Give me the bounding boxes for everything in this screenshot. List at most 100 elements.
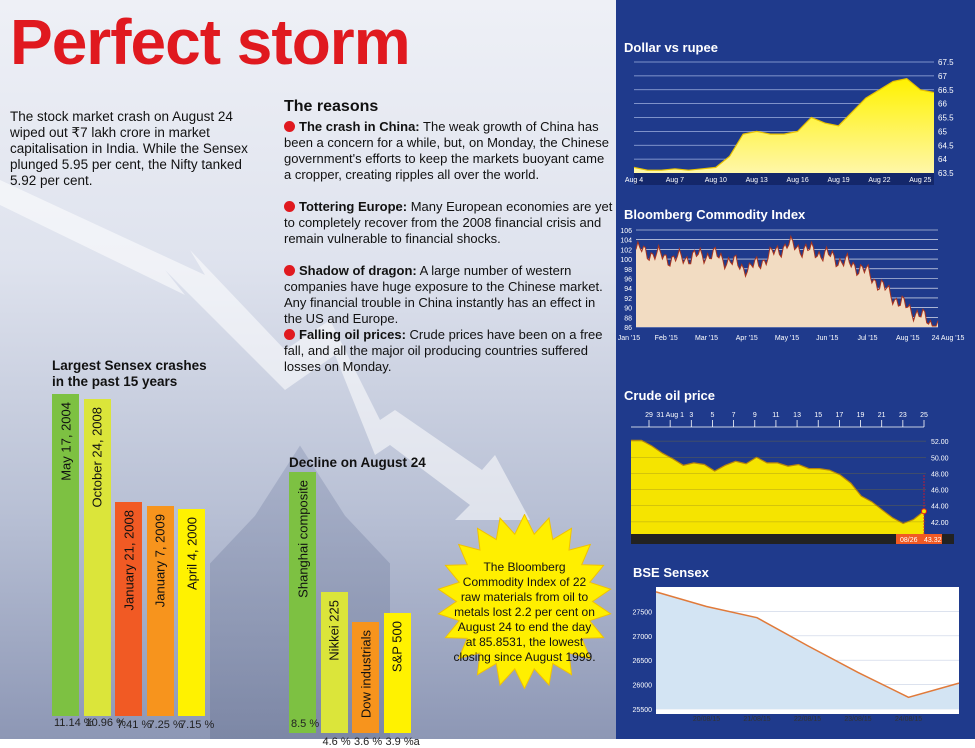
- area-fill: [631, 440, 924, 534]
- annotation-value: 43.32: [924, 537, 942, 544]
- dollar-rupee-title: Dollar vs rupee: [624, 40, 718, 55]
- bar-category-label: October 24, 2008: [89, 407, 105, 508]
- y-tick-label: 26500: [633, 658, 653, 665]
- falling-arrow-icon: [0, 0, 616, 739]
- decline-heading: Decline on August 24: [289, 455, 426, 470]
- reason-oil: Falling oil prices: Crude prices have be…: [284, 327, 614, 375]
- y-tick-label: 66.5: [938, 86, 954, 95]
- reasons-heading: The reasons: [284, 98, 379, 115]
- sensex-title: BSE Sensex: [633, 565, 709, 580]
- y-tick-label: 86: [624, 325, 632, 332]
- y-tick-label: 88: [624, 315, 632, 322]
- x-tick-label: 3: [689, 412, 693, 419]
- reason-text: Crude prices have been on a free fall, a…: [284, 327, 603, 374]
- x-tick-label: 5: [711, 412, 715, 419]
- dollar-rupee-chart: 63.5 64 64.5 65 65.5 66 66.5 67 67.5 Aug 4 Aug 7 Au…: [625, 58, 954, 185]
- y-tick-label: 98: [624, 267, 632, 274]
- y-tick-label: 50.00: [931, 455, 949, 462]
- series-line: [633, 77, 935, 171]
- bar-category-label: S&P 500: [389, 621, 405, 673]
- x-tick-label: 7: [732, 412, 736, 419]
- y-tick-label: 65.5: [938, 114, 954, 123]
- x-tick-label: 29: [645, 412, 653, 419]
- bar-value-label: 7.25 %: [148, 719, 183, 731]
- reason-text: A large number of western companies have…: [284, 263, 603, 326]
- x-tick-label: 23: [899, 412, 907, 419]
- y-tick-label: 104: [620, 238, 632, 245]
- page-title: Perfect storm: [10, 6, 411, 78]
- x-tick-label: Aug 16: [787, 177, 809, 184]
- bar: October 24, 2008: [83, 399, 111, 716]
- y-tick-label: 96: [624, 277, 632, 284]
- intro-text: The stock market crash on August 24 wipe…: [10, 109, 248, 188]
- x-tick-label: Aug 25: [909, 177, 931, 184]
- commodity-index-chart: 86 88 90 92 94 96 98 100 102 104 106 2 Jan '15 Feb '…: [616, 228, 965, 342]
- x-tick-label: 31 Aug 1: [656, 412, 684, 419]
- y-tick-label: 100: [620, 257, 632, 264]
- y-tick-label: 90: [624, 306, 632, 313]
- y-tick-label: 106: [620, 228, 632, 235]
- x-tick-label: 25: [920, 412, 928, 419]
- y-tick-label: 44.00: [931, 504, 949, 511]
- series-line: [635, 234, 939, 327]
- y-tick-label: 46.00: [931, 488, 949, 495]
- bar-value-label: 7.15 %: [180, 719, 215, 731]
- sensex-chart: 25500 26000 26500 27000 27500 20/08/15 21/08/1…: [633, 587, 960, 723]
- bar: January 21, 2008: [115, 501, 142, 716]
- area-fill: [634, 78, 934, 173]
- x-tick-label: Aug 10: [705, 177, 727, 184]
- x-tick-label: Mar '15: [695, 335, 718, 342]
- bar-category-label: January 21, 2008: [121, 509, 136, 611]
- bar-category-label: April 4, 2000: [184, 517, 199, 591]
- crude-oil-title: Crude oil price: [624, 388, 716, 403]
- sensex-crashes-heading: Largest Sensex crashes in the past 15 ye…: [52, 358, 207, 389]
- x-tick-label: 11: [772, 412, 779, 419]
- bar: Dow industrials: [352, 622, 379, 733]
- y-tick-label: 92: [624, 296, 632, 303]
- y-tick-label: 67.5: [938, 58, 954, 67]
- bar-value-label: 3.9 %a: [385, 736, 420, 748]
- reason-title: Tottering Europe:: [299, 199, 408, 214]
- bar-category-label: May 17, 2004: [58, 402, 73, 481]
- bar: April 4, 2000: [178, 509, 205, 716]
- x-axis-band: [634, 173, 934, 185]
- bullet-icon: [284, 329, 295, 340]
- x-tick-label: Jun '15: [816, 335, 838, 342]
- reason-china: The crash in China: The weak growth of C…: [284, 119, 614, 183]
- x-tick-label: 13: [793, 412, 801, 419]
- y-tick-label: 42.00: [931, 520, 949, 527]
- y-tick-label: 65: [938, 127, 947, 136]
- reason-text: Many European economies are yet to compl…: [284, 199, 613, 246]
- bar-category-label: Shanghai composite: [295, 480, 310, 598]
- bar: Shanghai composite: [289, 472, 316, 733]
- crude-oil-chart: 29 31 Aug 1 3 5 7 9 11 13 15 17 19 21 23 25 42.00 44.00…: [631, 412, 954, 544]
- x-axis-band: [631, 534, 954, 544]
- reason-dragon: Shadow of dragon: A large number of west…: [284, 263, 614, 327]
- y-tick-label: 64: [938, 155, 947, 164]
- x-tick-label: Aug 13: [746, 177, 768, 184]
- bullet-icon: [284, 121, 295, 132]
- bullet-icon: [284, 201, 295, 212]
- x-tick-label: Aug 7: [666, 177, 684, 184]
- y-tick-label: 27500: [633, 609, 653, 616]
- bar-value-label: 8.5 %: [291, 718, 320, 730]
- annotation-date: 08/26: [900, 537, 918, 544]
- reason-text: The weak growth of China has been a conc…: [284, 119, 609, 182]
- commodity-index-title: Bloomberg Commodity Index: [624, 207, 806, 222]
- bar-value-label: 11.14 %: [54, 717, 94, 729]
- x-tick-label: Aug 19: [827, 177, 849, 184]
- bar-category-label: January 7, 2009: [152, 514, 168, 608]
- bar: May 17, 2004: [52, 394, 79, 716]
- y-tick-label: 64.5: [938, 141, 954, 150]
- x-tick-label: 21: [878, 412, 886, 419]
- bar: S&P 500: [383, 613, 411, 733]
- bar: January 7, 2009: [146, 506, 174, 716]
- x-tick-label: 24 Aug '15: [932, 335, 965, 342]
- last-point-marker: [921, 508, 927, 515]
- x-tick-label: May '15: [775, 335, 799, 342]
- x-tick-label: 2 Jan '15: [616, 335, 640, 342]
- y-tick-label: 52.00: [931, 439, 949, 446]
- series-line: [655, 591, 960, 699]
- x-tick-label: Jul '15: [857, 335, 877, 342]
- x-tick-label: Aug 22: [868, 177, 890, 184]
